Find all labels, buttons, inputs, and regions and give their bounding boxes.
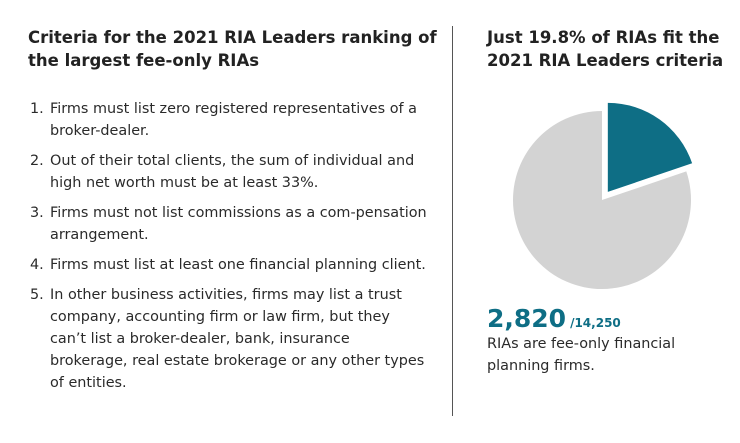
count-stat: 2,820/14,250 (487, 304, 621, 333)
list-item: 1. Firms must list zero registered repres… (30, 98, 430, 142)
criteria-title: Criteria for the 2021 RIA Leaders rankin… (28, 28, 437, 70)
item-number: 4. (30, 257, 44, 273)
total-value: /14,250 (570, 316, 621, 330)
criteria-list: 1. Firms must list zero registered repres… (30, 98, 430, 402)
item-number: 5. (30, 287, 44, 303)
pie-title: Just 19.8% of RIAs fit the 2021 RIA Lead… (487, 28, 724, 70)
list-item: 2. Out of their total clients, the sum of… (30, 150, 430, 194)
item-text: In other business activities, firms may … (50, 287, 425, 391)
item-text: Firms must list zero registered represen… (50, 101, 417, 139)
list-item: 5. In other business activities, firms ma… (30, 284, 430, 394)
item-number: 1. (30, 101, 44, 117)
list-item: 4. Firms must list at least one financial… (30, 254, 430, 276)
pie-slice-0 (607, 102, 693, 192)
item-text: Out of their total clients, the sum of i… (50, 153, 415, 191)
count-caption: RIAs are fee-only financial planning fir… (487, 336, 676, 374)
pie-slice-1 (513, 111, 691, 289)
pie-chart (513, 102, 693, 289)
item-text: Firms must not list commissions as a com… (50, 205, 427, 243)
divider (452, 26, 453, 416)
item-text: Firms must list at least one financial p… (50, 257, 426, 273)
list-item: 3. Firms must not list commissions as a c… (30, 202, 430, 246)
count-value: 2,820 (487, 304, 567, 333)
item-number: 2. (30, 153, 44, 169)
item-number: 3. (30, 205, 44, 221)
